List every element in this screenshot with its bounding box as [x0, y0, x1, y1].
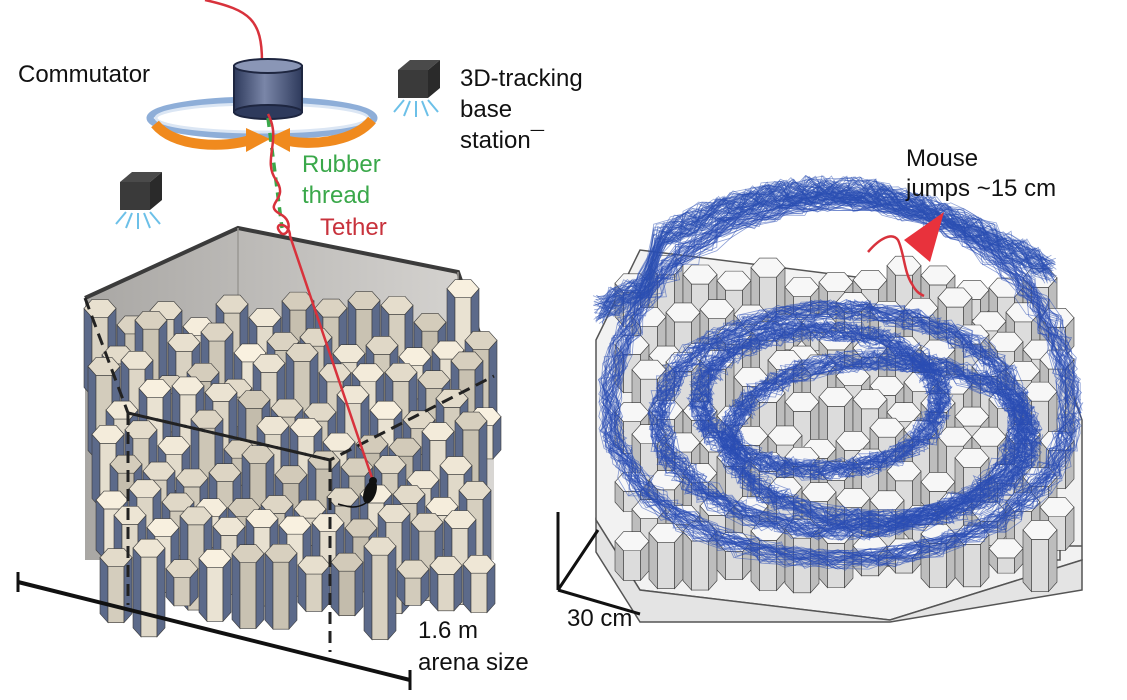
- tracking-label-line2: base: [460, 96, 512, 123]
- rubber-thread-label-line2: thread: [302, 182, 370, 209]
- arena-cube-outline: [83, 297, 495, 652]
- tracking-camera-icon: [115, 172, 162, 229]
- arena-size-label-line2: arena size: [418, 649, 529, 676]
- tracking-label-line1: 3D-tracking: [460, 65, 583, 92]
- pillar: [231, 544, 265, 630]
- pillar: [429, 556, 463, 612]
- pillar: [462, 554, 496, 614]
- rubber-thread-label-line1: Rubber: [302, 151, 381, 178]
- scale-bar-label: 30 cm: [567, 605, 632, 632]
- pillar: [297, 555, 331, 613]
- tracking-camera-icon: [393, 60, 440, 117]
- left-panel: Commutator 3D-tracking base station¯ Rub…: [16, 0, 583, 690]
- tether-coil: [266, 113, 374, 479]
- arena-pillars: [83, 279, 502, 641]
- pillar: [1022, 520, 1058, 593]
- axes-indicator: [556, 512, 641, 616]
- tracking-label-line3: station¯: [460, 127, 545, 154]
- commutator-icon: [146, 58, 378, 152]
- mouse-jump-label-line1: Mouse: [906, 145, 978, 172]
- mouse-icon: [337, 477, 377, 508]
- jump-trajectory: [867, 235, 925, 298]
- pillar: [165, 559, 199, 607]
- pillar: [198, 549, 232, 623]
- arena-size-label-line1: 1.6 m: [418, 617, 478, 644]
- pillar: [330, 552, 364, 617]
- pillar: [363, 536, 397, 641]
- pillar: [396, 559, 430, 607]
- tether-line: [204, 0, 264, 63]
- mouse-trajectory-traces: [592, 174, 1084, 571]
- pillar: [988, 538, 1024, 574]
- commutator-label: Commutator: [18, 61, 150, 88]
- pillar: [264, 543, 298, 630]
- pillar: [614, 531, 650, 582]
- pillar: [648, 523, 684, 590]
- arena-scale-bar: [17, 580, 411, 682]
- jump-pointer-icon: [904, 212, 944, 262]
- pillar: [132, 538, 166, 638]
- tether-label: Tether: [320, 214, 387, 241]
- mouse-jump-label-line2: jumps ~15 cm: [905, 175, 1056, 202]
- rubber-thread-line: [266, 117, 284, 229]
- right-panel: Mouse jumps ~15 cm 30 cm: [556, 145, 1084, 632]
